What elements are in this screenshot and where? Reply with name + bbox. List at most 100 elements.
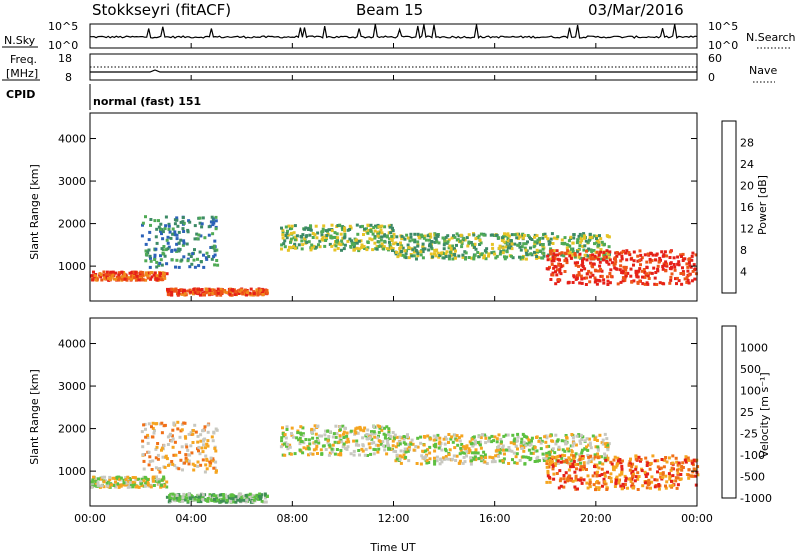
data-cell [580, 465, 584, 469]
data-cell [643, 275, 647, 279]
data-cell [630, 465, 634, 469]
colorbar-tick-label: -25 [740, 428, 758, 441]
data-cell [388, 240, 391, 244]
data-cell [629, 480, 633, 484]
data-cell [293, 224, 297, 228]
data-cell [399, 449, 403, 453]
data-cell [344, 440, 348, 444]
data-cell [664, 456, 668, 459]
data-cell [665, 254, 669, 258]
data-cell [283, 239, 287, 243]
data-cell [455, 232, 459, 236]
data-cell [463, 460, 467, 464]
data-cell [459, 448, 463, 452]
data-cell [519, 443, 523, 447]
data-cell [623, 483, 627, 486]
data-cell [327, 435, 331, 438]
data-cell [389, 231, 393, 235]
data-cell [535, 255, 539, 258]
data-cell [629, 274, 633, 278]
data-cell [413, 232, 417, 236]
data-cell [524, 242, 528, 246]
data-cell [459, 233, 463, 237]
data-cell [428, 242, 432, 246]
data-cell [429, 245, 433, 249]
data-cell [602, 251, 606, 255]
data-cell [649, 486, 652, 490]
data-cell [554, 433, 558, 437]
data-cell [691, 269, 695, 273]
data-cell [179, 496, 183, 500]
data-cell [334, 244, 338, 248]
data-cell [566, 249, 570, 253]
data-cell [244, 500, 248, 504]
data-cell [595, 474, 599, 478]
data-cell [225, 495, 228, 499]
data-cell [555, 237, 559, 241]
data-cell [149, 271, 153, 275]
data-cell [520, 245, 524, 249]
data-cell [570, 433, 574, 436]
data-cell [188, 453, 192, 457]
data-cell [562, 254, 566, 258]
data-cell [632, 279, 636, 283]
data-cell [520, 446, 524, 450]
data-cell [299, 234, 303, 238]
data-cell [587, 459, 591, 463]
data-cell [324, 448, 328, 451]
data-cell [155, 265, 159, 269]
data-cell [598, 461, 602, 465]
data-cell [144, 242, 148, 246]
data-cell [557, 278, 561, 281]
data-cell [116, 482, 120, 486]
data-cell [171, 437, 175, 441]
data-cell [373, 448, 377, 452]
data-cell [664, 484, 667, 488]
data-cell [324, 236, 328, 239]
data-cell [569, 465, 573, 469]
data-cell [457, 254, 461, 258]
data-cell [339, 453, 343, 457]
data-cell [355, 239, 359, 242]
data-cell [557, 445, 561, 449]
data-cell [413, 240, 417, 244]
data-cell [662, 465, 666, 469]
data-cell [315, 425, 319, 428]
data-cell [474, 458, 478, 462]
data-cell [457, 436, 461, 440]
data-cell [318, 245, 322, 249]
data-cell [396, 242, 400, 246]
data-cell [423, 457, 427, 461]
data-cell [163, 227, 167, 231]
data-cell [676, 483, 680, 487]
data-cell [144, 484, 147, 488]
data-cell [404, 442, 408, 446]
data-cell [479, 436, 483, 440]
data-cell [513, 437, 517, 441]
data-cell [391, 431, 395, 434]
data-cell [206, 430, 210, 434]
velocity-colorbar-label: Velocity [m s⁻¹] [758, 372, 771, 457]
data-cell [212, 496, 216, 500]
data-cell [457, 461, 461, 465]
data-cell [112, 277, 116, 281]
data-cell [141, 223, 144, 227]
data-cell [153, 219, 157, 223]
data-cell [167, 289, 171, 293]
data-cell [592, 483, 596, 487]
data-cell [398, 458, 402, 462]
data-cell [139, 270, 143, 274]
freq-label: Freq. [10, 53, 37, 66]
data-cell [547, 465, 551, 469]
data-cell [216, 291, 220, 295]
data-cell [564, 434, 568, 437]
data-cell [202, 265, 206, 269]
data-cell [495, 234, 499, 238]
data-cell [204, 463, 208, 467]
data-cell [590, 264, 594, 268]
data-cell [290, 426, 294, 430]
data-cell [579, 240, 583, 244]
data-cell [405, 447, 409, 451]
data-cell [599, 257, 602, 261]
data-cell [472, 457, 476, 461]
